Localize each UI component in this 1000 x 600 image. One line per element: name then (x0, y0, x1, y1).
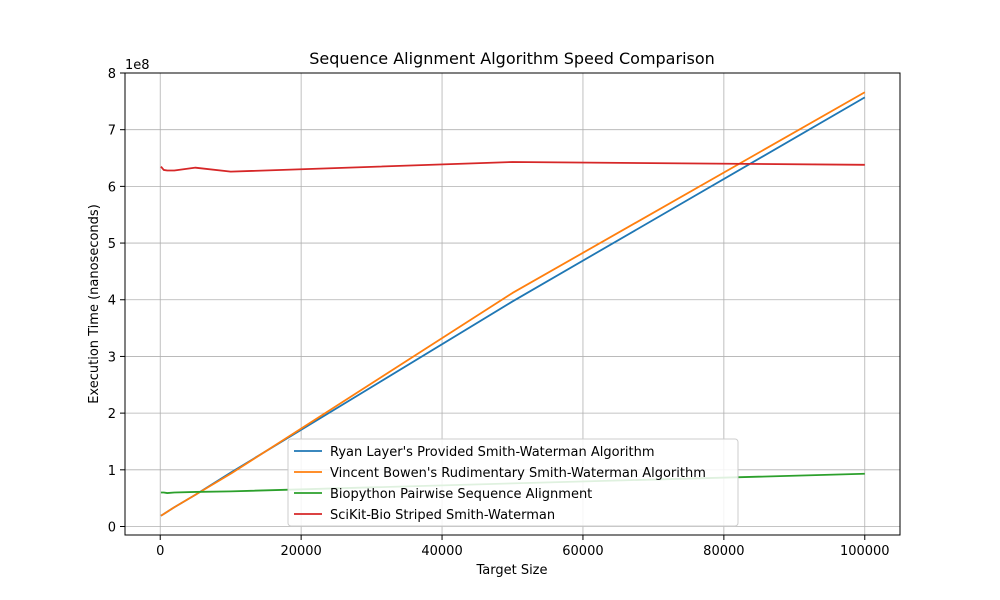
y-tick-label: 2 (108, 407, 116, 422)
x-tick-label: 60000 (562, 544, 603, 559)
legend: Ryan Layer's Provided Smith-Waterman Alg… (287, 438, 739, 527)
legend-label-1: Vincent Bowen's Rudimentary Smith-Waterm… (330, 466, 706, 481)
chart-title: Sequence Alignment Algorithm Speed Compa… (309, 49, 715, 68)
plot-frame (124, 72, 901, 536)
x-axis-label: Target Size (475, 563, 547, 578)
y-tick-label: 1 (108, 464, 116, 479)
legend-label-0: Ryan Layer's Provided Smith-Waterman Alg… (330, 445, 655, 460)
legend-label-2: Biopython Pairwise Sequence Alignment (330, 487, 592, 502)
y-offset-label: 1e8 (125, 58, 150, 73)
y-tick-label: 8 (108, 67, 116, 82)
legend-box (287, 438, 739, 527)
y-tick-label: 6 (108, 180, 116, 195)
y-tick-label: 5 (108, 237, 116, 252)
y-axis-label: Execution Time (nanoseconds) (87, 204, 102, 404)
x-tick-label: 100000 (840, 544, 890, 559)
x-tick-label: 20000 (280, 544, 321, 559)
series-line-3 (160, 161, 865, 173)
series-line-1 (160, 91, 866, 517)
legend-label-3: SciKit-Bio Striped Smith-Waterman (330, 508, 555, 523)
y-tick-label: 7 (108, 124, 116, 139)
x-tick-label: 80000 (703, 544, 744, 559)
ticks: 0 20000 40000 60000 80000 100000 0 1 2 3 4 5 6 7 8 (108, 67, 890, 559)
y-tick-label: 3 (108, 350, 116, 365)
x-tick-label: 40000 (421, 544, 462, 559)
y-tick-label: 4 (108, 294, 116, 309)
y-tick-label: 0 (108, 520, 116, 535)
x-tick-label: 0 (156, 544, 164, 559)
series-layer (160, 91, 866, 517)
